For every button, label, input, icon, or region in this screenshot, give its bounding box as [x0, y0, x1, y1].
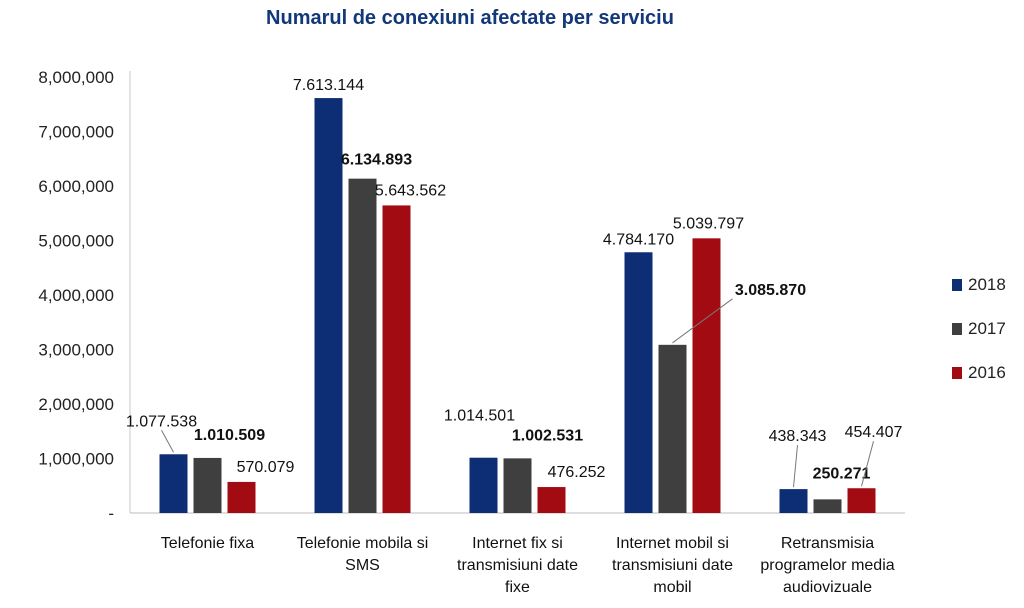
data-label-2017-3: 3.085.870: [735, 282, 806, 299]
x-tick-label: fixe: [505, 579, 530, 596]
x-tick-label: Internet mobil si: [616, 535, 729, 552]
bar-2016-4: [847, 488, 876, 513]
y-tick-label: 7,000,000: [38, 123, 114, 142]
data-label-2017-2: 1.002.531: [512, 427, 583, 444]
data-label-2016-2: 476.252: [548, 464, 606, 481]
legend-swatch-2018: [952, 279, 962, 291]
x-tick-label: Internet fix si: [472, 535, 563, 552]
bar-2018-3: [624, 252, 653, 513]
bar-2018-1: [314, 98, 343, 513]
leader-line: [861, 441, 874, 487]
bar-2018-0: [159, 454, 188, 513]
data-label-2018-4: 438.343: [769, 428, 827, 445]
y-tick-label: 2,000,000: [38, 395, 114, 414]
legend-label-2017: 2017: [968, 319, 1006, 338]
x-tick-label: programelor media: [760, 557, 894, 574]
y-tick-label: 1,000,000: [38, 450, 114, 469]
leader-line: [672, 298, 733, 344]
leader-line: [793, 445, 798, 488]
data-label-2018-3: 4.784.170: [603, 231, 674, 248]
data-label-2016-0: 570.079: [237, 459, 295, 476]
y-tick-label: 6,000,000: [38, 177, 114, 196]
chart-title: Numarul de conexiuni afectate per servic…: [266, 7, 674, 29]
x-tick-label: Telefonie fixa: [161, 535, 254, 552]
data-label-2018-0: 1.077.538: [126, 413, 197, 430]
data-label-2016-1: 5.643.562: [375, 182, 446, 199]
legend: 2018 2017 2016: [952, 275, 1006, 382]
data-label-2017-4: 250.271: [813, 465, 871, 482]
y-tick-label: 4,000,000: [38, 286, 114, 305]
bar-2017-1: [348, 178, 377, 514]
bar-2016-1: [382, 205, 411, 513]
bar-2017-0: [193, 457, 222, 513]
y-tick-label: 3,000,000: [38, 341, 114, 360]
legend-swatch-2016: [952, 367, 962, 379]
x-tick-label: mobil: [653, 579, 691, 596]
legend-label-2018: 2018: [968, 275, 1006, 294]
bar-2016-0: [227, 481, 256, 513]
data-label-2018-1: 7.613.144: [293, 77, 364, 94]
y-tick-label: -: [108, 504, 114, 523]
legend-swatch-2017: [952, 323, 962, 335]
x-tick-label: transmisiuni date: [612, 557, 733, 574]
y-tick-label: 5,000,000: [38, 232, 114, 251]
x-tick-label: transmisiuni date: [457, 557, 578, 574]
x-tick-label: audiovizuale: [783, 579, 872, 596]
data-label-2016-3: 5.039.797: [673, 215, 744, 232]
bar-2017-2: [503, 458, 532, 513]
leader-line: [161, 430, 174, 453]
bar-2017-3: [658, 344, 687, 513]
y-tick-label: 8,000,000: [38, 68, 114, 87]
bar-2018-4: [779, 489, 808, 513]
data-label-2018-2: 1.014.501: [444, 408, 515, 425]
bar-2016-2: [537, 487, 566, 513]
bar-2017-4: [813, 499, 842, 513]
x-tick-label: SMS: [345, 557, 380, 574]
x-tick-label: Telefonie mobila si: [297, 535, 429, 552]
axes: - 1,000,000 2,000,000 3,000,000 4,000,000 5,0…: [38, 68, 905, 596]
data-label-2017-0: 1.010.509: [194, 427, 265, 444]
bar-2018-2: [469, 457, 498, 513]
data-label-2016-4: 454.407: [845, 424, 903, 441]
bars: [159, 98, 876, 514]
x-tick-label: Retransmisia: [781, 535, 874, 552]
bar-2016-3: [692, 238, 721, 514]
data-label-2017-1: 6.134.893: [341, 152, 412, 169]
legend-label-2016: 2016: [968, 363, 1006, 382]
